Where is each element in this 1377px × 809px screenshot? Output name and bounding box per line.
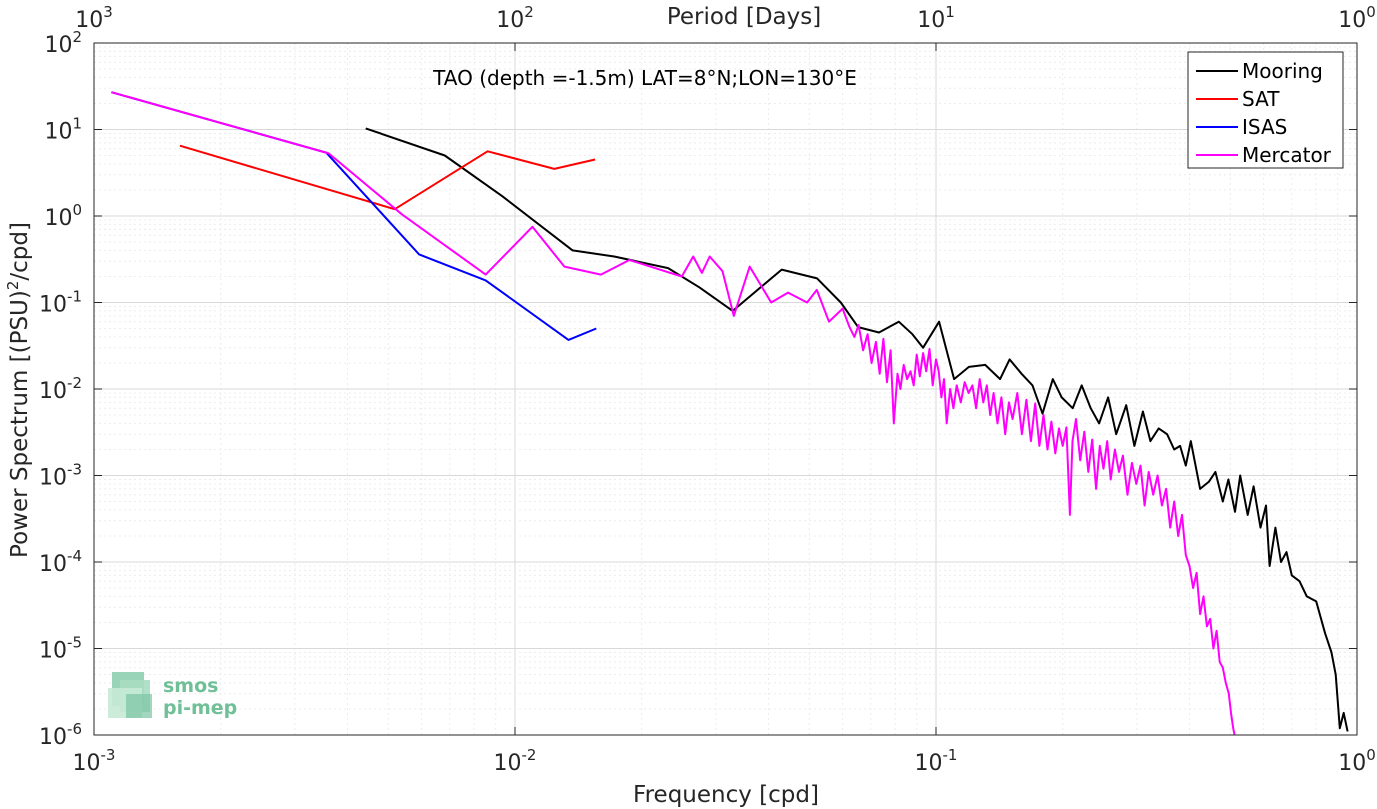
y-tick-label: 10-6: [39, 720, 82, 750]
y-axis-title: Power Spectrum [(PSU)2/cpd]: [4, 222, 33, 558]
smos-pi-mep-logo: smos pi-mep: [108, 672, 237, 719]
y-tick-label: 100: [44, 201, 82, 231]
top-tick-label: 102: [496, 3, 534, 33]
y-tick-label: 101: [44, 115, 82, 145]
series-line-sat: [179, 144, 596, 211]
x-tick-label: 10-1: [915, 746, 958, 776]
legend-label-mercator: Mercator: [1242, 143, 1332, 167]
legend-label-sat: SAT: [1242, 87, 1280, 111]
plot-lines: [111, 91, 1349, 736]
logo-text-pi-mep: pi-mep: [163, 697, 237, 719]
legend-label-isas: ISAS: [1242, 115, 1287, 139]
top-tick-label: 100: [1338, 3, 1376, 33]
y-tick-label: 10-4: [39, 547, 82, 577]
series-line-mooring: [365, 127, 1349, 732]
x-tick-label: 10-3: [73, 746, 116, 776]
logo-text-smos: smos: [163, 675, 218, 697]
x-tick-label: 10-2: [494, 746, 537, 776]
top-tick-label: 103: [75, 3, 113, 33]
y-tick-label: 10-2: [39, 374, 82, 404]
chart-title: TAO (depth =-1.5m) LAT=8°N;LON=130°E: [432, 66, 857, 90]
y-tick-label: 10-1: [39, 288, 82, 318]
logo-layer-4: [126, 694, 152, 718]
grid: [93, 43, 1357, 736]
legend-label-mooring: Mooring: [1242, 59, 1323, 83]
x-axis-title: Frequency [cpd]: [633, 782, 819, 808]
top-tick-label: 101: [917, 3, 955, 33]
top-axis-title: Period [Days]: [667, 4, 821, 30]
y-tick-label: 102: [44, 28, 82, 58]
series-line-mercator: [111, 91, 1236, 736]
x-tick-label: 100: [1338, 746, 1376, 776]
y-tick-label: 10-3: [39, 461, 82, 491]
legend: Mooring SAT ISAS Mercator: [1187, 51, 1344, 169]
y-tick-label: 10-5: [39, 634, 82, 664]
